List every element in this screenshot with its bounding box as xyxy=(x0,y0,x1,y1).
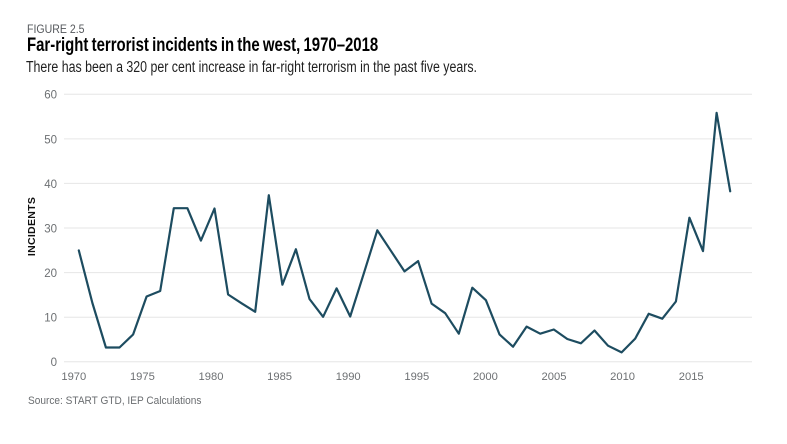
svg-text:2000: 2000 xyxy=(473,371,498,383)
svg-text:50: 50 xyxy=(44,134,57,146)
svg-text:2005: 2005 xyxy=(542,371,567,383)
svg-text:2010: 2010 xyxy=(610,371,635,383)
svg-text:1980: 1980 xyxy=(199,371,224,383)
svg-text:2015: 2015 xyxy=(679,371,704,383)
svg-text:1975: 1975 xyxy=(130,371,155,383)
svg-text:1990: 1990 xyxy=(336,371,361,383)
svg-text:1985: 1985 xyxy=(267,371,292,383)
svg-text:0: 0 xyxy=(51,357,57,369)
svg-text:1995: 1995 xyxy=(404,371,429,383)
svg-text:20: 20 xyxy=(44,268,57,280)
svg-text:40: 40 xyxy=(44,179,57,191)
svg-text:INCIDENTS: INCIDENTS xyxy=(26,197,38,256)
svg-text:60: 60 xyxy=(44,90,57,102)
svg-text:1970: 1970 xyxy=(61,371,86,383)
svg-text:10: 10 xyxy=(44,313,57,325)
svg-text:30: 30 xyxy=(44,223,57,235)
